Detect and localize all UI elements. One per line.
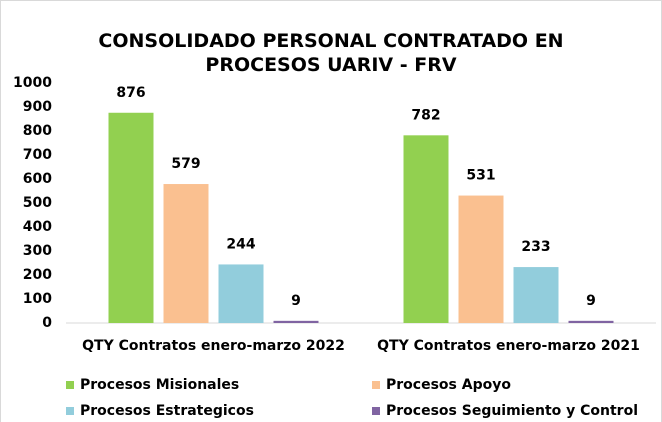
legend-label: Procesos Misionales [80,377,239,393]
data-label: 531 [466,168,495,184]
bar [513,267,559,323]
legend-label: Procesos Apoyo [386,377,511,393]
y-tick-label: 300 [23,243,52,259]
y-tick-label: 200 [23,267,52,283]
data-label: 579 [171,156,200,172]
y-tick-label: 900 [23,99,52,115]
data-label: 9 [291,293,301,309]
bar [163,184,209,323]
bar [273,320,319,323]
y-tick-label: 400 [23,219,52,235]
y-tick-label: 1000 [13,75,52,91]
bar [568,320,614,323]
legend-label: Procesos Seguimiento y Control [386,403,638,419]
x-tick-label: QTY Contratos enero-marzo 2021 [377,338,640,354]
legend-swatch [66,407,74,415]
legend-swatch [372,407,380,415]
data-label: 876 [116,85,145,101]
y-tick-label: 0 [42,315,52,331]
legend-label: Procesos Estrategicos [80,403,254,419]
data-label: 244 [226,236,255,252]
y-tick-label: 800 [23,123,52,139]
bar [403,135,449,323]
y-tick-label: 700 [23,147,52,163]
bar [458,195,504,323]
legend-swatch [66,381,74,389]
chart-title: CONSOLIDADO PERSONAL CONTRATADO EN PROCE… [98,30,564,76]
bar [108,112,154,323]
y-tick-label: 100 [23,291,52,307]
data-label: 782 [411,107,440,123]
legend-swatch [372,381,380,389]
data-label: 9 [586,293,596,309]
x-tick-label: QTY Contratos enero-marzo 2022 [82,338,345,354]
bar [218,264,264,323]
data-label: 233 [521,239,550,255]
y-tick-label: 600 [23,171,52,187]
y-tick-label: 500 [23,195,52,211]
